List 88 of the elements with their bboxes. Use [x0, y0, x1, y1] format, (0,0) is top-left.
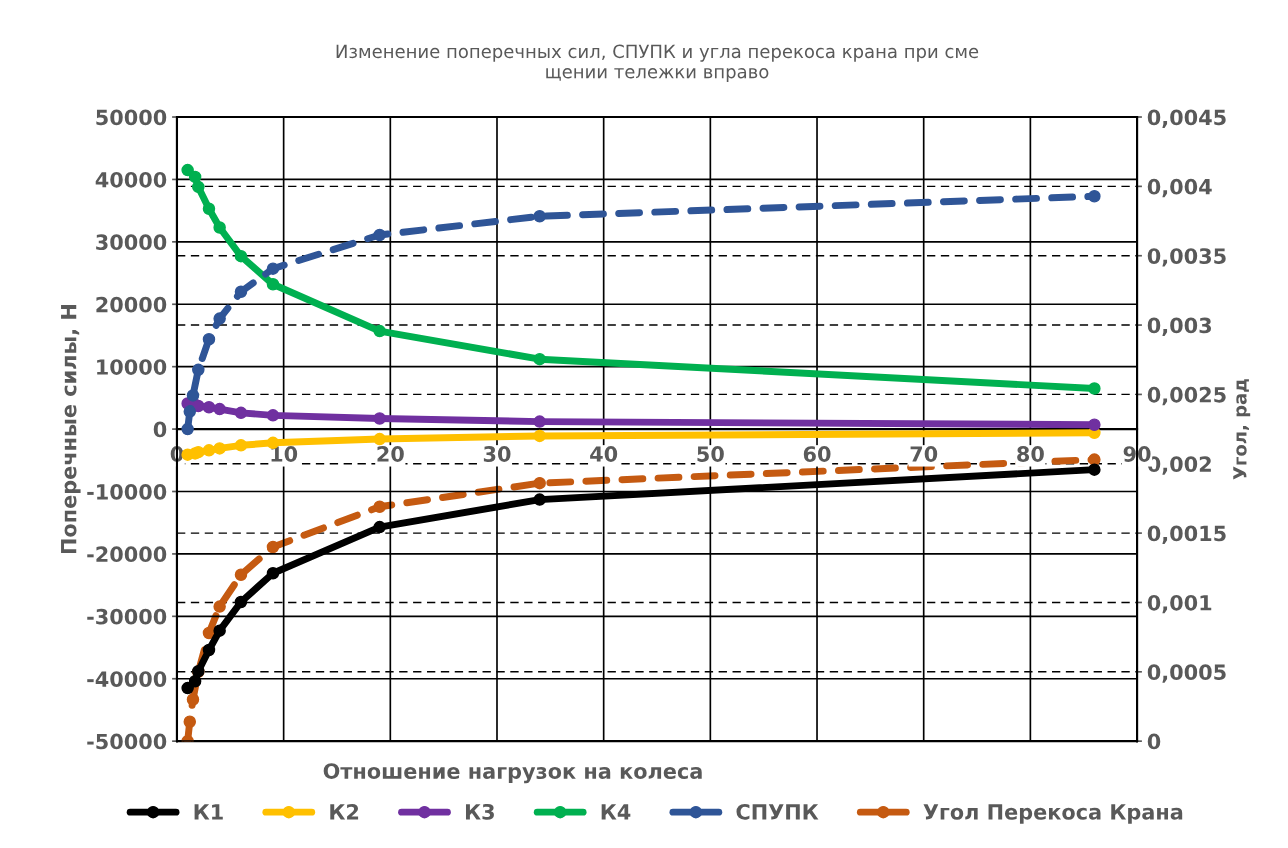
- point: [1088, 418, 1101, 431]
- x-tick-label: 30: [483, 446, 511, 462]
- point: [213, 442, 226, 455]
- point: [202, 400, 216, 414]
- legend-label: Угол Перекоса Крана: [923, 804, 1183, 824]
- y2-tick-label: 0: [1147, 733, 1161, 750]
- point: [234, 285, 248, 299]
- legend-label: К3: [465, 803, 494, 820]
- y-tick-label: 0: [153, 421, 167, 438]
- legend-label: К1: [194, 804, 223, 820]
- point: [1088, 463, 1101, 476]
- point: [181, 681, 194, 695]
- point: [533, 352, 546, 366]
- point: [202, 332, 216, 346]
- point: [181, 163, 194, 177]
- y2-tick-label: 0,003: [1147, 317, 1212, 336]
- point: [533, 476, 546, 490]
- point: [266, 409, 280, 422]
- point: [234, 595, 248, 609]
- point: [373, 520, 386, 534]
- y-tick-label: 40000: [95, 171, 167, 188]
- x-tick-label: 10: [271, 446, 298, 462]
- x-tick-label: 80: [1017, 446, 1044, 462]
- point: [373, 412, 386, 425]
- point: [533, 415, 546, 428]
- y-axis-title: Поперечные силы, Н: [61, 305, 81, 554]
- y2-tick-label: 0,0015: [1147, 525, 1226, 544]
- y2-tick-label: 0,001: [1147, 594, 1212, 614]
- point: [533, 210, 546, 223]
- point: [188, 170, 202, 184]
- point: [213, 402, 226, 416]
- point: [373, 500, 386, 514]
- x-tick-label: 60: [803, 446, 831, 462]
- point: [1088, 190, 1101, 203]
- point: [192, 363, 205, 377]
- x-tick-label: 40: [590, 446, 618, 462]
- legend-label: К2: [330, 803, 359, 820]
- point: [181, 422, 194, 436]
- point: [188, 674, 202, 688]
- point: [266, 567, 280, 580]
- y2-tick-label: 0,0025: [1147, 386, 1226, 406]
- point: [266, 262, 280, 275]
- legend-label: К4: [601, 804, 631, 820]
- point: [213, 600, 226, 613]
- legend-label: СПУПК: [736, 803, 819, 820]
- point: [202, 444, 216, 457]
- point: [192, 180, 205, 194]
- x-tick-label: 50: [697, 446, 724, 462]
- point: [266, 278, 280, 291]
- x-tick-label: 70: [910, 446, 938, 462]
- point: [234, 406, 248, 420]
- point: [183, 715, 197, 728]
- x-tick-label: 20: [377, 446, 404, 462]
- point: [192, 445, 205, 459]
- chart-title: Изменение поперечных сил, СПУПК и угла перекоса крана при сме щении тележки вправо: [336, 44, 979, 82]
- point: [202, 643, 216, 657]
- y2-tick-label: 0,0005: [1147, 664, 1226, 683]
- point: [266, 540, 280, 554]
- point: [186, 389, 200, 402]
- y2-tick-label: 0,0035: [1147, 248, 1226, 267]
- point: [1088, 382, 1101, 395]
- point: [373, 432, 386, 446]
- point: [202, 202, 216, 216]
- point: [373, 228, 386, 242]
- point: [234, 439, 248, 452]
- y2-tick-label: 0,004: [1147, 178, 1212, 198]
- point: [533, 429, 546, 443]
- y-tick-label: 10000: [97, 359, 167, 375]
- point: [533, 493, 546, 506]
- point: [234, 249, 248, 263]
- y-tick-label: 30000: [96, 234, 167, 251]
- point: [186, 693, 200, 706]
- y-tick-label: -40000: [87, 671, 167, 687]
- y-tick-label: 50000: [96, 109, 167, 126]
- point: [213, 624, 226, 637]
- point: [234, 568, 248, 581]
- y2-tick-label: 0,0045: [1147, 109, 1226, 128]
- y2-axis-title: Угол, рад: [1233, 379, 1251, 480]
- point: [213, 312, 226, 325]
- y-tick-label: -50000: [87, 733, 167, 750]
- point: [373, 324, 386, 338]
- point: [213, 221, 226, 234]
- y-tick-label: -10000: [87, 483, 167, 500]
- point: [183, 405, 197, 418]
- y-tick-label: -30000: [87, 608, 167, 625]
- y-tick-label: 20000: [96, 296, 167, 313]
- x-axis-title: Отношение нагрузок на колеса: [323, 763, 702, 784]
- y-tick-label: -20000: [87, 546, 167, 563]
